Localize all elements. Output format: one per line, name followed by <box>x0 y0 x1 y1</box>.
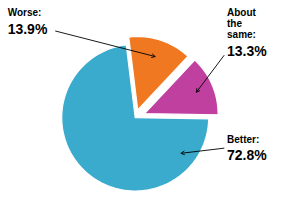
svg-text:Aboutthesame:: Aboutthesame: <box>227 7 257 40</box>
svg-text:Worse:: Worse: <box>8 7 42 18</box>
svg-text:13.3%: 13.3% <box>227 43 267 59</box>
svg-text:72.8%: 72.8% <box>227 147 267 163</box>
svg-text:13.9%: 13.9% <box>8 21 48 37</box>
svg-text:Better:: Better: <box>227 134 259 145</box>
